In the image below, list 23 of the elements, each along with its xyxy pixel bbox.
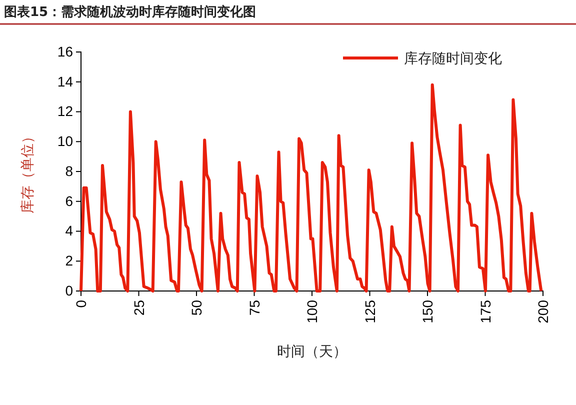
- y-axis-title: 库存（单位）: [20, 130, 36, 214]
- y-tick-label: 10: [57, 133, 74, 150]
- x-tick-label: 25: [130, 300, 147, 316]
- y-tick-label: 12: [57, 103, 74, 120]
- x-tick-label: 75: [246, 300, 262, 316]
- y-tick-label: 8: [65, 162, 74, 179]
- y-tick-label: 6: [65, 192, 74, 209]
- x-tick-label: 100: [304, 300, 320, 324]
- y-tick-label: 2: [65, 252, 74, 269]
- y-tick-label: 0: [65, 282, 74, 298]
- chart-title: 图表15：需求随机波动时库存随时间变化图: [4, 4, 256, 20]
- x-axis-title: 时间（天）: [277, 344, 347, 360]
- x-tick-label: 50: [188, 300, 204, 316]
- y-tick-label: 4: [65, 222, 74, 239]
- x-tick-label: 0: [73, 300, 89, 308]
- x-tick-label: 150: [420, 300, 436, 324]
- x-tick-label: 125: [362, 300, 378, 324]
- x-tick-label: 175: [477, 300, 494, 324]
- x-tick-label: 200: [535, 300, 551, 324]
- y-tick-label: 14: [57, 73, 74, 90]
- y-tick-label: 16: [57, 43, 74, 60]
- line-series: [80, 83, 543, 292]
- legend-label: 库存随时间变化: [404, 51, 502, 67]
